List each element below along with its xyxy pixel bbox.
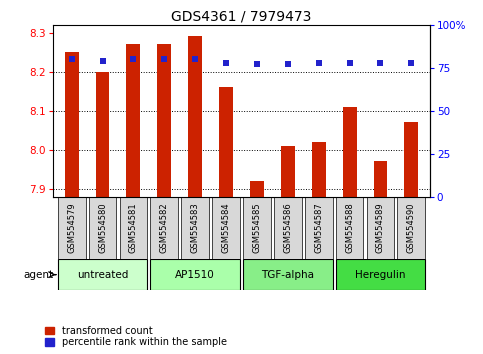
Text: GSM554588: GSM554588 <box>345 202 354 253</box>
Bar <box>212 196 240 259</box>
Bar <box>96 72 110 196</box>
Bar <box>305 196 333 259</box>
Bar <box>404 122 418 196</box>
Bar <box>243 196 271 259</box>
Bar <box>250 181 264 196</box>
Text: GSM554589: GSM554589 <box>376 202 385 253</box>
Bar <box>181 196 209 259</box>
Text: GSM554580: GSM554580 <box>98 202 107 253</box>
Text: GSM554582: GSM554582 <box>160 202 169 253</box>
Text: untreated: untreated <box>77 270 128 280</box>
Bar <box>219 87 233 196</box>
Bar <box>281 146 295 196</box>
Text: TGF-alpha: TGF-alpha <box>261 270 314 280</box>
Bar <box>336 259 425 290</box>
Bar <box>150 259 240 290</box>
Legend: transformed count, percentile rank within the sample: transformed count, percentile rank withi… <box>43 324 229 349</box>
Text: GSM554581: GSM554581 <box>129 202 138 253</box>
Bar <box>312 142 326 196</box>
Bar <box>127 44 141 196</box>
Bar <box>373 161 387 196</box>
Bar <box>150 196 178 259</box>
Bar <box>243 259 333 290</box>
Bar <box>398 196 425 259</box>
Bar <box>188 36 202 196</box>
Bar <box>367 196 394 259</box>
Title: GDS4361 / 7979473: GDS4361 / 7979473 <box>171 10 312 24</box>
Bar <box>342 107 356 196</box>
Text: GSM554583: GSM554583 <box>191 202 199 253</box>
Bar <box>89 196 116 259</box>
Bar <box>119 196 147 259</box>
Text: GSM554587: GSM554587 <box>314 202 323 253</box>
Text: agent: agent <box>24 270 54 280</box>
Bar <box>274 196 302 259</box>
Bar <box>65 52 79 196</box>
Bar <box>336 196 364 259</box>
Text: GSM554585: GSM554585 <box>253 202 261 253</box>
Text: GSM554590: GSM554590 <box>407 202 416 253</box>
Bar <box>58 196 85 259</box>
Text: GSM554584: GSM554584 <box>222 202 230 253</box>
Text: AP1510: AP1510 <box>175 270 215 280</box>
Text: GSM554579: GSM554579 <box>67 202 76 253</box>
Text: GSM554586: GSM554586 <box>284 202 292 253</box>
Bar <box>157 44 171 196</box>
Text: Heregulin: Heregulin <box>355 270 406 280</box>
Bar <box>58 259 147 290</box>
